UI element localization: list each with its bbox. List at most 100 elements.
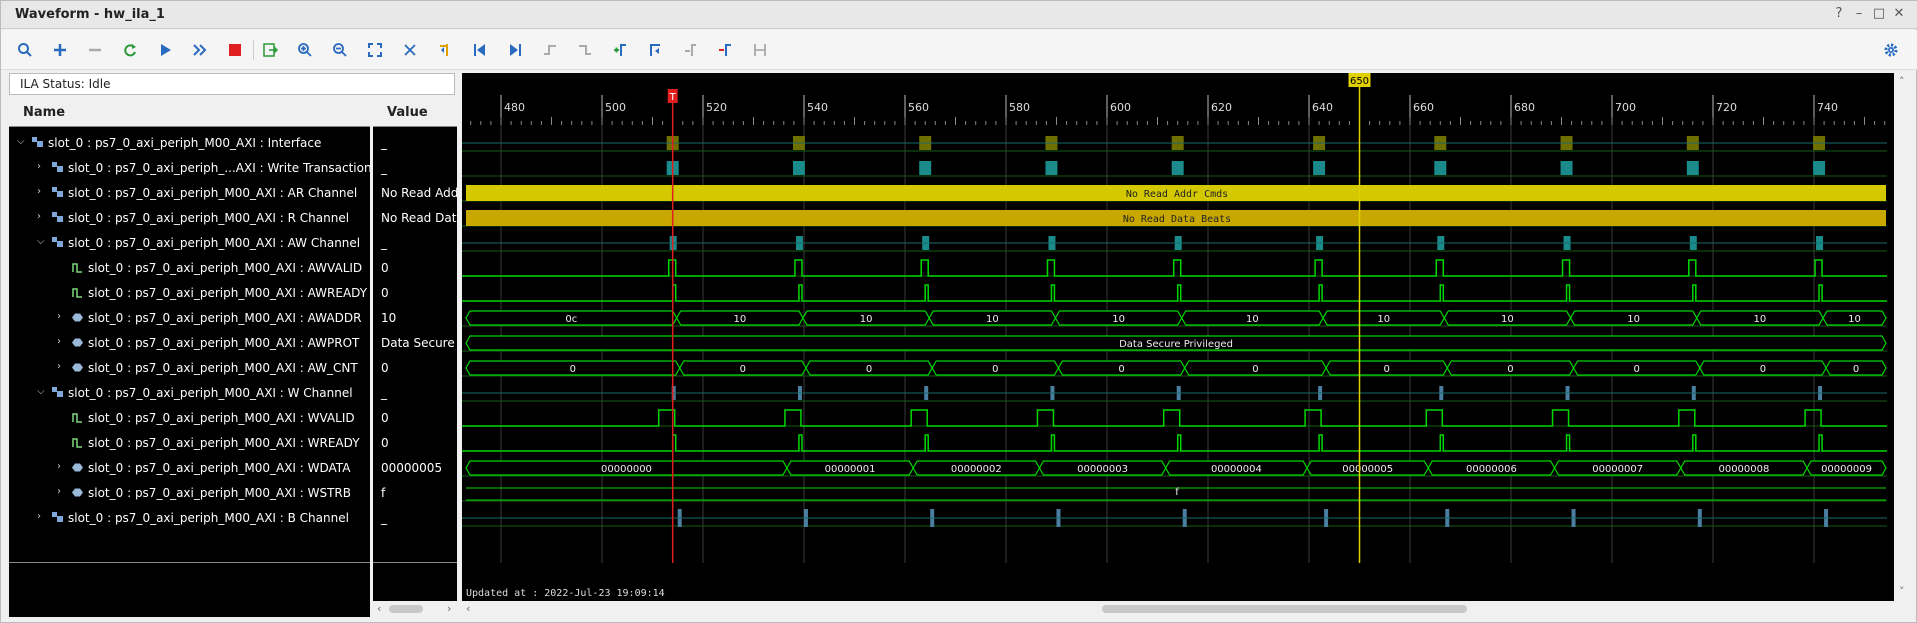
prev-transition-icon[interactable] [537,37,563,63]
minimize-icon[interactable]: – [1855,6,1863,21]
bus-segment [1696,310,1824,326]
value-column-header[interactable]: Value [373,97,457,127]
close-icon[interactable]: ✕ [1893,6,1905,21]
fast-forward-icon[interactable] [187,37,213,63]
bus-value: 0 [866,364,872,375]
tree-row[interactable]: slot_0 : ps7_0_axi_periph_M00_AXI : AWRE… [9,281,370,306]
bus-icon [71,486,84,499]
expand-icon[interactable]: › [57,336,61,347]
name-column-header[interactable]: Name [9,97,370,127]
tree-row[interactable]: › slot_0 : ps7_0_axi_periph_M00_AXI : AWA… [9,306,370,331]
remove-marker-icon[interactable] [712,37,738,63]
tree-row[interactable]: slot_0 : ps7_0_axi_periph_M00_AXI : WREA… [9,431,370,456]
signal-value: f [381,486,386,500]
collapse-icon[interactable]: ⌵ [17,136,25,147]
window-title: Waveform - hw_ila_1 [15,7,165,22]
collapse-icon[interactable]: ⌵ [37,386,45,397]
scroll-right-icon[interactable]: › [447,602,452,615]
swap-marker-icon[interactable] [747,37,773,63]
tree-row[interactable]: slot_0 : ps7_0_axi_periph_M00_AXI : WVAL… [9,406,370,431]
expand-icon[interactable]: › [37,186,41,197]
gear-icon[interactable] [1878,37,1904,63]
cursor-remove-icon[interactable] [397,37,423,63]
tree-row[interactable]: ⌵ slot_0 : ps7_0_axi_periph_M00_AXI : AW … [9,231,370,256]
goto-end-icon[interactable] [502,37,528,63]
plus-icon[interactable] [47,37,73,63]
tree-row[interactable]: › slot_0 : ps7_0_axi_periph_M00_AXI : WDA… [9,456,370,481]
bus-value: 0 [740,364,746,375]
bus-value: 0 [1507,364,1513,375]
value-pane: Value _ _ No Read Addr No Read Data _ 0 0 10 Dat… [373,97,457,617]
bus-value: 0 [1853,364,1859,375]
ruler-tick-label: 480 [504,101,525,114]
add-marker-icon[interactable] [607,37,633,63]
tree-row[interactable]: › slot_0 : ps7_0_axi_periph_M00_AXI : AR … [9,181,370,206]
signal-trace [462,284,1887,302]
bus-value: 0 [1118,364,1124,375]
bus-segment [465,335,1887,351]
refresh-icon[interactable] [117,37,143,63]
signal-trace [462,259,1887,277]
scroll-up-icon[interactable]: ˄ [1899,75,1905,88]
tree-row[interactable]: ⌵ slot_0 : ps7_0_axi_periph_M00_AXI : W C… [9,381,370,406]
next-transition-icon[interactable] [572,37,598,63]
signal-name: slot_0 : ps7_0_axi_periph_...AXI : Write… [68,161,370,175]
restore-icon[interactable]: □ [1872,6,1886,21]
stop-icon[interactable] [222,37,248,63]
tree-row[interactable]: ⌵ slot_0 : ps7_0_axi_periph_M00_AXI : Int… [9,131,370,156]
next-marker-icon[interactable] [677,37,703,63]
tree-row[interactable]: › slot_0 : ps7_0_axi_periph_...AXI : Writ… [9,156,370,181]
minus-icon[interactable] [82,37,108,63]
goto-start-icon[interactable] [467,37,493,63]
bus-segment [1443,310,1572,326]
bus-value: 00000007 [1592,464,1643,475]
value-scrollbar[interactable]: ‹ › [373,601,457,617]
expand-icon[interactable]: › [37,211,41,222]
tree-row[interactable]: › slot_0 : ps7_0_axi_periph_M00_AXI : AW_… [9,356,370,381]
expand-icon[interactable]: › [57,311,61,322]
signal-icon [71,286,84,299]
bus-value: 0c [565,314,577,325]
horizontal-scrollbar[interactable]: ‹ [462,601,1894,617]
help-icon[interactable]: ? [1835,6,1843,21]
expand-icon[interactable]: › [37,511,41,522]
bus-value: Data Secure Privileged [1119,339,1233,350]
signal-name: slot_0 : ps7_0_axi_periph_M00_AXI : Inte… [48,136,322,150]
expand-icon[interactable]: › [37,161,41,172]
bus-segment [805,360,933,376]
zoom-out-icon[interactable] [327,37,353,63]
ila-status-value: Idle [88,77,111,91]
scroll-thumb[interactable] [1102,605,1467,613]
signal-name: slot_0 : ps7_0_axi_periph_M00_AXI : B Ch… [68,511,349,525]
zoom-fit-icon[interactable] [362,37,388,63]
expand-icon[interactable]: › [57,361,61,372]
collapse-icon[interactable]: ⌵ [37,236,45,247]
transaction-marker [1045,161,1058,175]
vertical-scrollbar[interactable]: ˄ ˅ [1896,73,1910,601]
waveform-svg[interactable]: 480 500 520 540 560 580 600 620 640 660 680 700 720 7… [462,73,1894,601]
bus-value: 0 [1384,364,1390,375]
interface-icon [51,211,64,224]
bus-segment [1446,360,1575,376]
scroll-down-icon[interactable]: ˅ [1899,585,1905,598]
expand-icon[interactable]: › [57,486,61,497]
tree-row[interactable]: › slot_0 : ps7_0_axi_periph_M00_AXI : WST… [9,481,370,506]
tree-row[interactable]: slot_0 : ps7_0_axi_periph_M00_AXI : AWVA… [9,256,370,281]
export-icon[interactable] [257,37,283,63]
search-icon[interactable] [12,37,38,63]
scroll-left-icon[interactable]: ‹ [466,602,471,615]
prev-marker-icon[interactable] [642,37,668,63]
expand-icon[interactable]: › [57,461,61,472]
zoom-in-icon[interactable] [292,37,318,63]
tree-row[interactable]: › slot_0 : ps7_0_axi_periph_M00_AXI : R C… [9,206,370,231]
transaction-marker [1560,161,1573,175]
bus-value: 00000002 [951,464,1002,475]
signal-value: 10 [381,311,397,325]
goto-cursor-icon[interactable] [432,37,458,63]
tree-row[interactable]: › slot_0 : ps7_0_axi_periph_M00_AXI : B C… [9,506,370,531]
waveform-canvas[interactable]: 480 500 520 540 560 580 600 620 640 660 680 700 720 7… [462,73,1894,601]
tree-row[interactable]: › slot_0 : ps7_0_axi_periph_M00_AXI : AWP… [9,331,370,356]
scroll-thumb[interactable] [389,605,423,613]
scroll-left-icon[interactable]: ‹ [377,602,382,615]
play-icon[interactable] [152,37,178,63]
